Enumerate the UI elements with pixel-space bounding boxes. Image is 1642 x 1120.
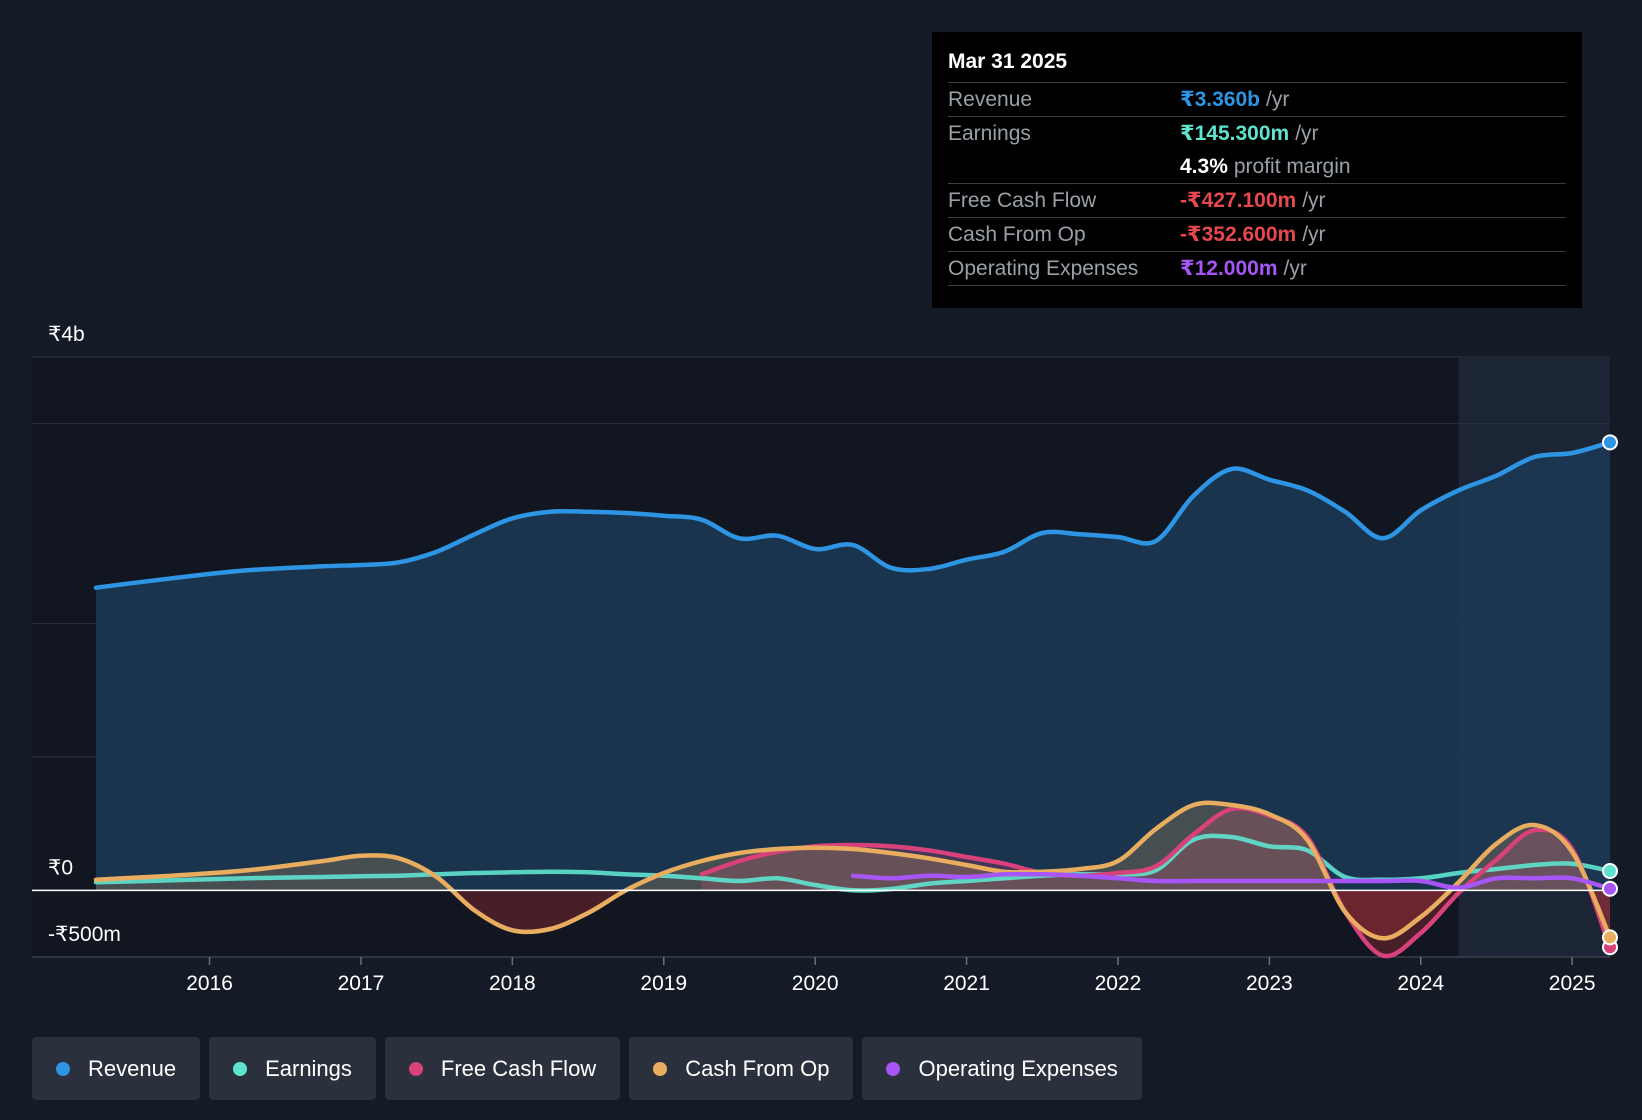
- free-cash-flow-area-positive: [701, 808, 1610, 891]
- x-tick-label: 2016: [186, 972, 233, 995]
- tooltip-row-profit-margin: 4.3% profit margin: [948, 150, 1566, 183]
- legend-item-revenue[interactable]: Revenue: [32, 1037, 201, 1100]
- chart-area: ₹4b ₹0 -₹500m 2016 2017 2018 2019 2020 2021 2022…: [32, 323, 1618, 995]
- legend-dot-icon: [408, 1061, 423, 1076]
- legend-label: Earnings: [265, 1055, 352, 1081]
- legend-item-cash-from-op[interactable]: Cash From Op: [629, 1037, 854, 1100]
- series-fills: [96, 442, 1610, 957]
- tooltip-row-free-cash-flow: Free Cash Flow -₹427.100m /yr: [948, 183, 1566, 217]
- tooltip-label: Operating Expenses: [948, 257, 1139, 280]
- revenue-end-marker: [1602, 434, 1618, 451]
- tooltip-unit: /yr: [1266, 88, 1290, 111]
- tooltip-value: -₹427.100m: [1180, 189, 1297, 212]
- legend-label: Cash From Op: [685, 1055, 830, 1081]
- tooltip-panel: Mar 31 2025 Revenue ₹3.360b /yr Earnings…: [932, 32, 1582, 308]
- legend-label: Operating Expenses: [918, 1055, 1118, 1081]
- tooltip-unit: /yr: [1302, 189, 1326, 212]
- tooltip-value: -₹352.600m: [1180, 223, 1297, 246]
- tooltip-label: Free Cash Flow: [948, 189, 1097, 212]
- x-axis: 2016 2017 2018 2019 2020 2021 2022 2023 2024 2025: [186, 957, 1596, 995]
- x-tick-label: 2021: [943, 972, 990, 995]
- cash-from-op-area-negative: [452, 890, 1610, 939]
- tooltip-row-operating-expenses: Operating Expenses ₹12.000m /yr: [948, 251, 1566, 286]
- tooltip-row-revenue: Revenue ₹3.360b /yr: [948, 82, 1566, 116]
- free-cash-flow-area-negative: [1333, 890, 1610, 957]
- tooltip-unit: /yr: [1295, 122, 1319, 145]
- tooltip-row-earnings: Earnings ₹145.300m /yr: [948, 116, 1566, 150]
- series-end-markers: [1602, 434, 1618, 956]
- tooltip-value: ₹12.000m: [1180, 257, 1278, 280]
- revenue-area: [96, 442, 1610, 891]
- tooltip-label: Earnings: [948, 122, 1031, 145]
- legend-label: Revenue: [88, 1055, 177, 1081]
- legend-dot-icon: [886, 1061, 901, 1076]
- cash-from-op-line: [93, 800, 1613, 941]
- revenue-line: [93, 440, 1613, 590]
- tooltip-value: ₹3.360b: [1180, 88, 1260, 111]
- legend-item-free-cash-flow[interactable]: Free Cash Flow: [384, 1037, 621, 1100]
- x-tick-label: 2022: [1095, 972, 1142, 995]
- legend: Revenue Earnings Free Cash Flow Cash Fro…: [32, 1037, 1151, 1100]
- x-tick-label: 2023: [1246, 972, 1293, 995]
- earnings-end-marker: [1602, 863, 1618, 879]
- series-lines: [93, 440, 1613, 959]
- tooltip-label: Cash From Op: [948, 223, 1086, 246]
- tooltip-value: ₹145.300m: [1180, 122, 1290, 145]
- profit-margin-value: 4.3%: [1180, 155, 1228, 178]
- x-tick-label: 2020: [792, 972, 839, 995]
- tooltip-date: Mar 31 2025: [948, 50, 1068, 73]
- legend-dot-icon: [233, 1061, 248, 1076]
- y-tick-label: -₹500m: [48, 923, 121, 946]
- x-tick-label: 2018: [489, 972, 536, 995]
- x-tick-label: 2019: [640, 972, 687, 995]
- cash-from-op-area-positive: [96, 802, 1610, 891]
- operating-expenses-line: [850, 871, 1613, 891]
- legend-item-operating-expenses[interactable]: Operating Expenses: [862, 1037, 1142, 1100]
- legend-item-earnings[interactable]: Earnings: [209, 1037, 376, 1100]
- cash-from-op-end-marker: [1602, 929, 1618, 946]
- legend-dot-icon: [56, 1061, 70, 1076]
- operating-expenses-end-marker: [1602, 880, 1618, 897]
- legend-label: Free Cash Flow: [440, 1055, 597, 1081]
- tooltip-row-cash-from-op: Cash From Op -₹352.600m /yr: [948, 217, 1566, 251]
- tooltip-unit: /yr: [1302, 223, 1326, 246]
- y-tick-label: ₹0: [48, 856, 73, 879]
- x-tick-label: 2025: [1549, 972, 1596, 995]
- legend-dot-icon: [653, 1061, 668, 1076]
- y-tick-label: ₹4b: [48, 323, 85, 346]
- x-tick-label: 2024: [1397, 972, 1444, 995]
- y-axis-labels: ₹4b ₹0 -₹500m: [48, 323, 121, 946]
- profit-margin-text: profit margin: [1233, 155, 1351, 178]
- x-tick-label: 2017: [338, 972, 385, 995]
- tooltip-unit: /yr: [1283, 257, 1307, 280]
- tooltip-label: Revenue: [948, 88, 1033, 111]
